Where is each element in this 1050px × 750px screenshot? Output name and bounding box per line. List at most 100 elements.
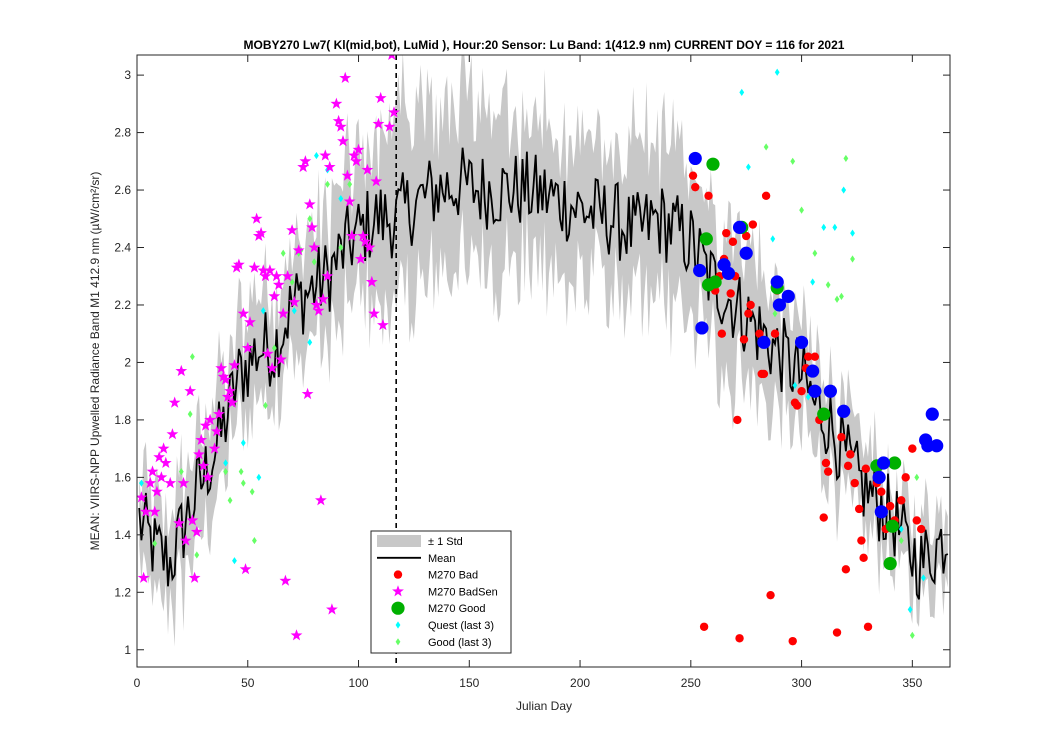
quest-point — [291, 307, 297, 315]
blue-point — [876, 456, 891, 470]
bad-point — [722, 228, 731, 238]
badsen-point — [140, 505, 152, 517]
legend-box — [370, 530, 512, 654]
x-tick-label: 150 — [459, 676, 479, 690]
quest-point — [774, 68, 780, 76]
quest-point — [832, 223, 838, 231]
y-axis: 1 1.2 1.4 1.6 1.8 2 2.2 2.4 2.6 2.8 3 — [114, 68, 950, 657]
badsen-point — [361, 163, 374, 175]
badsen-point — [137, 571, 150, 583]
good_last3-point — [178, 468, 184, 476]
good_last3-point — [289, 278, 295, 286]
quest-point — [256, 473, 262, 481]
quest-point — [139, 479, 144, 487]
good_last3-point — [812, 249, 818, 257]
blue-point — [695, 321, 709, 335]
bad-point — [733, 415, 742, 425]
good-point — [706, 157, 720, 171]
badsen-point — [237, 307, 250, 319]
x-tick-label: 50 — [241, 676, 255, 690]
good_last3-point — [311, 258, 317, 266]
good_last3-point — [187, 410, 193, 418]
blue-point — [823, 384, 837, 398]
bad-point — [699, 622, 709, 631]
quest-point — [810, 278, 816, 286]
badsen-point — [157, 442, 170, 454]
blue-point — [930, 439, 944, 453]
badsen-point — [332, 114, 345, 127]
badsen-point — [259, 270, 272, 282]
badsen-point — [219, 373, 232, 385]
quest-point — [898, 525, 904, 533]
badsen-point — [137, 491, 148, 503]
badsen-point — [239, 563, 252, 575]
y-tick-label: 1.4 — [114, 528, 131, 542]
quest-point — [746, 163, 751, 171]
badsen-point — [334, 120, 347, 132]
badsen-point — [244, 316, 256, 328]
bad-point — [908, 444, 917, 453]
x-axis-label: Julian Day — [516, 699, 572, 713]
bad-point — [739, 335, 749, 344]
good-point — [708, 275, 722, 289]
legend-good_last3-swatch — [395, 638, 401, 646]
x-tick-label: 100 — [349, 676, 369, 690]
badsen-point — [221, 390, 234, 402]
bad-point — [746, 300, 755, 310]
bad-point — [770, 329, 780, 338]
y-tick-label: 3 — [124, 68, 131, 82]
bad-point — [804, 352, 813, 361]
legend: ± 1 Std Mean M270 Bad M270 BadSen M270 Good Q… — [370, 530, 512, 654]
bad-point — [748, 220, 758, 229]
bad-point — [823, 467, 833, 476]
bad-point — [744, 309, 753, 318]
badsen-point — [179, 534, 192, 546]
badsen-point — [315, 494, 327, 506]
good_last3-point — [834, 295, 840, 303]
badsen-point — [228, 359, 241, 371]
badsen-point — [250, 212, 263, 224]
badsen-point — [377, 318, 389, 331]
good_last3-point — [843, 154, 849, 163]
bad-point — [850, 478, 859, 488]
good_last3-point — [772, 309, 778, 318]
bad-point — [797, 386, 806, 396]
bad-point — [832, 628, 842, 637]
std-band — [139, 55, 948, 647]
badsen-point — [359, 235, 372, 247]
badsen-point — [144, 476, 157, 489]
bad-point — [788, 636, 797, 646]
blue-point — [794, 335, 809, 349]
badsen-point — [343, 195, 356, 207]
bad-point — [912, 516, 921, 525]
bad-point — [741, 231, 751, 241]
bad-point — [917, 524, 926, 534]
bad-point — [837, 432, 846, 442]
quest-point — [739, 88, 745, 96]
good_last3-point — [280, 249, 286, 257]
badsen-point — [190, 525, 203, 537]
good_last3-point — [263, 401, 268, 410]
quest-point — [805, 393, 811, 401]
series-layer — [137, 55, 944, 646]
axes-box — [136, 54, 951, 668]
badsen-point — [159, 456, 172, 468]
good_last3-point — [189, 353, 195, 361]
quest-point — [232, 557, 237, 565]
badsen-point — [330, 97, 343, 109]
badsen-point — [268, 290, 281, 302]
badsen-point — [326, 603, 338, 615]
good_last3-point — [825, 281, 831, 289]
blue-point — [808, 384, 822, 398]
badsen-point — [155, 471, 168, 483]
quest-point — [307, 338, 313, 346]
badsen-point — [197, 459, 210, 471]
y-tick-label: 1.8 — [114, 413, 131, 427]
legend-std-swatch — [377, 535, 421, 547]
quest-point — [338, 195, 344, 203]
badsen-point — [286, 224, 298, 236]
bad-point — [843, 461, 853, 471]
good_last3-point — [898, 536, 904, 545]
